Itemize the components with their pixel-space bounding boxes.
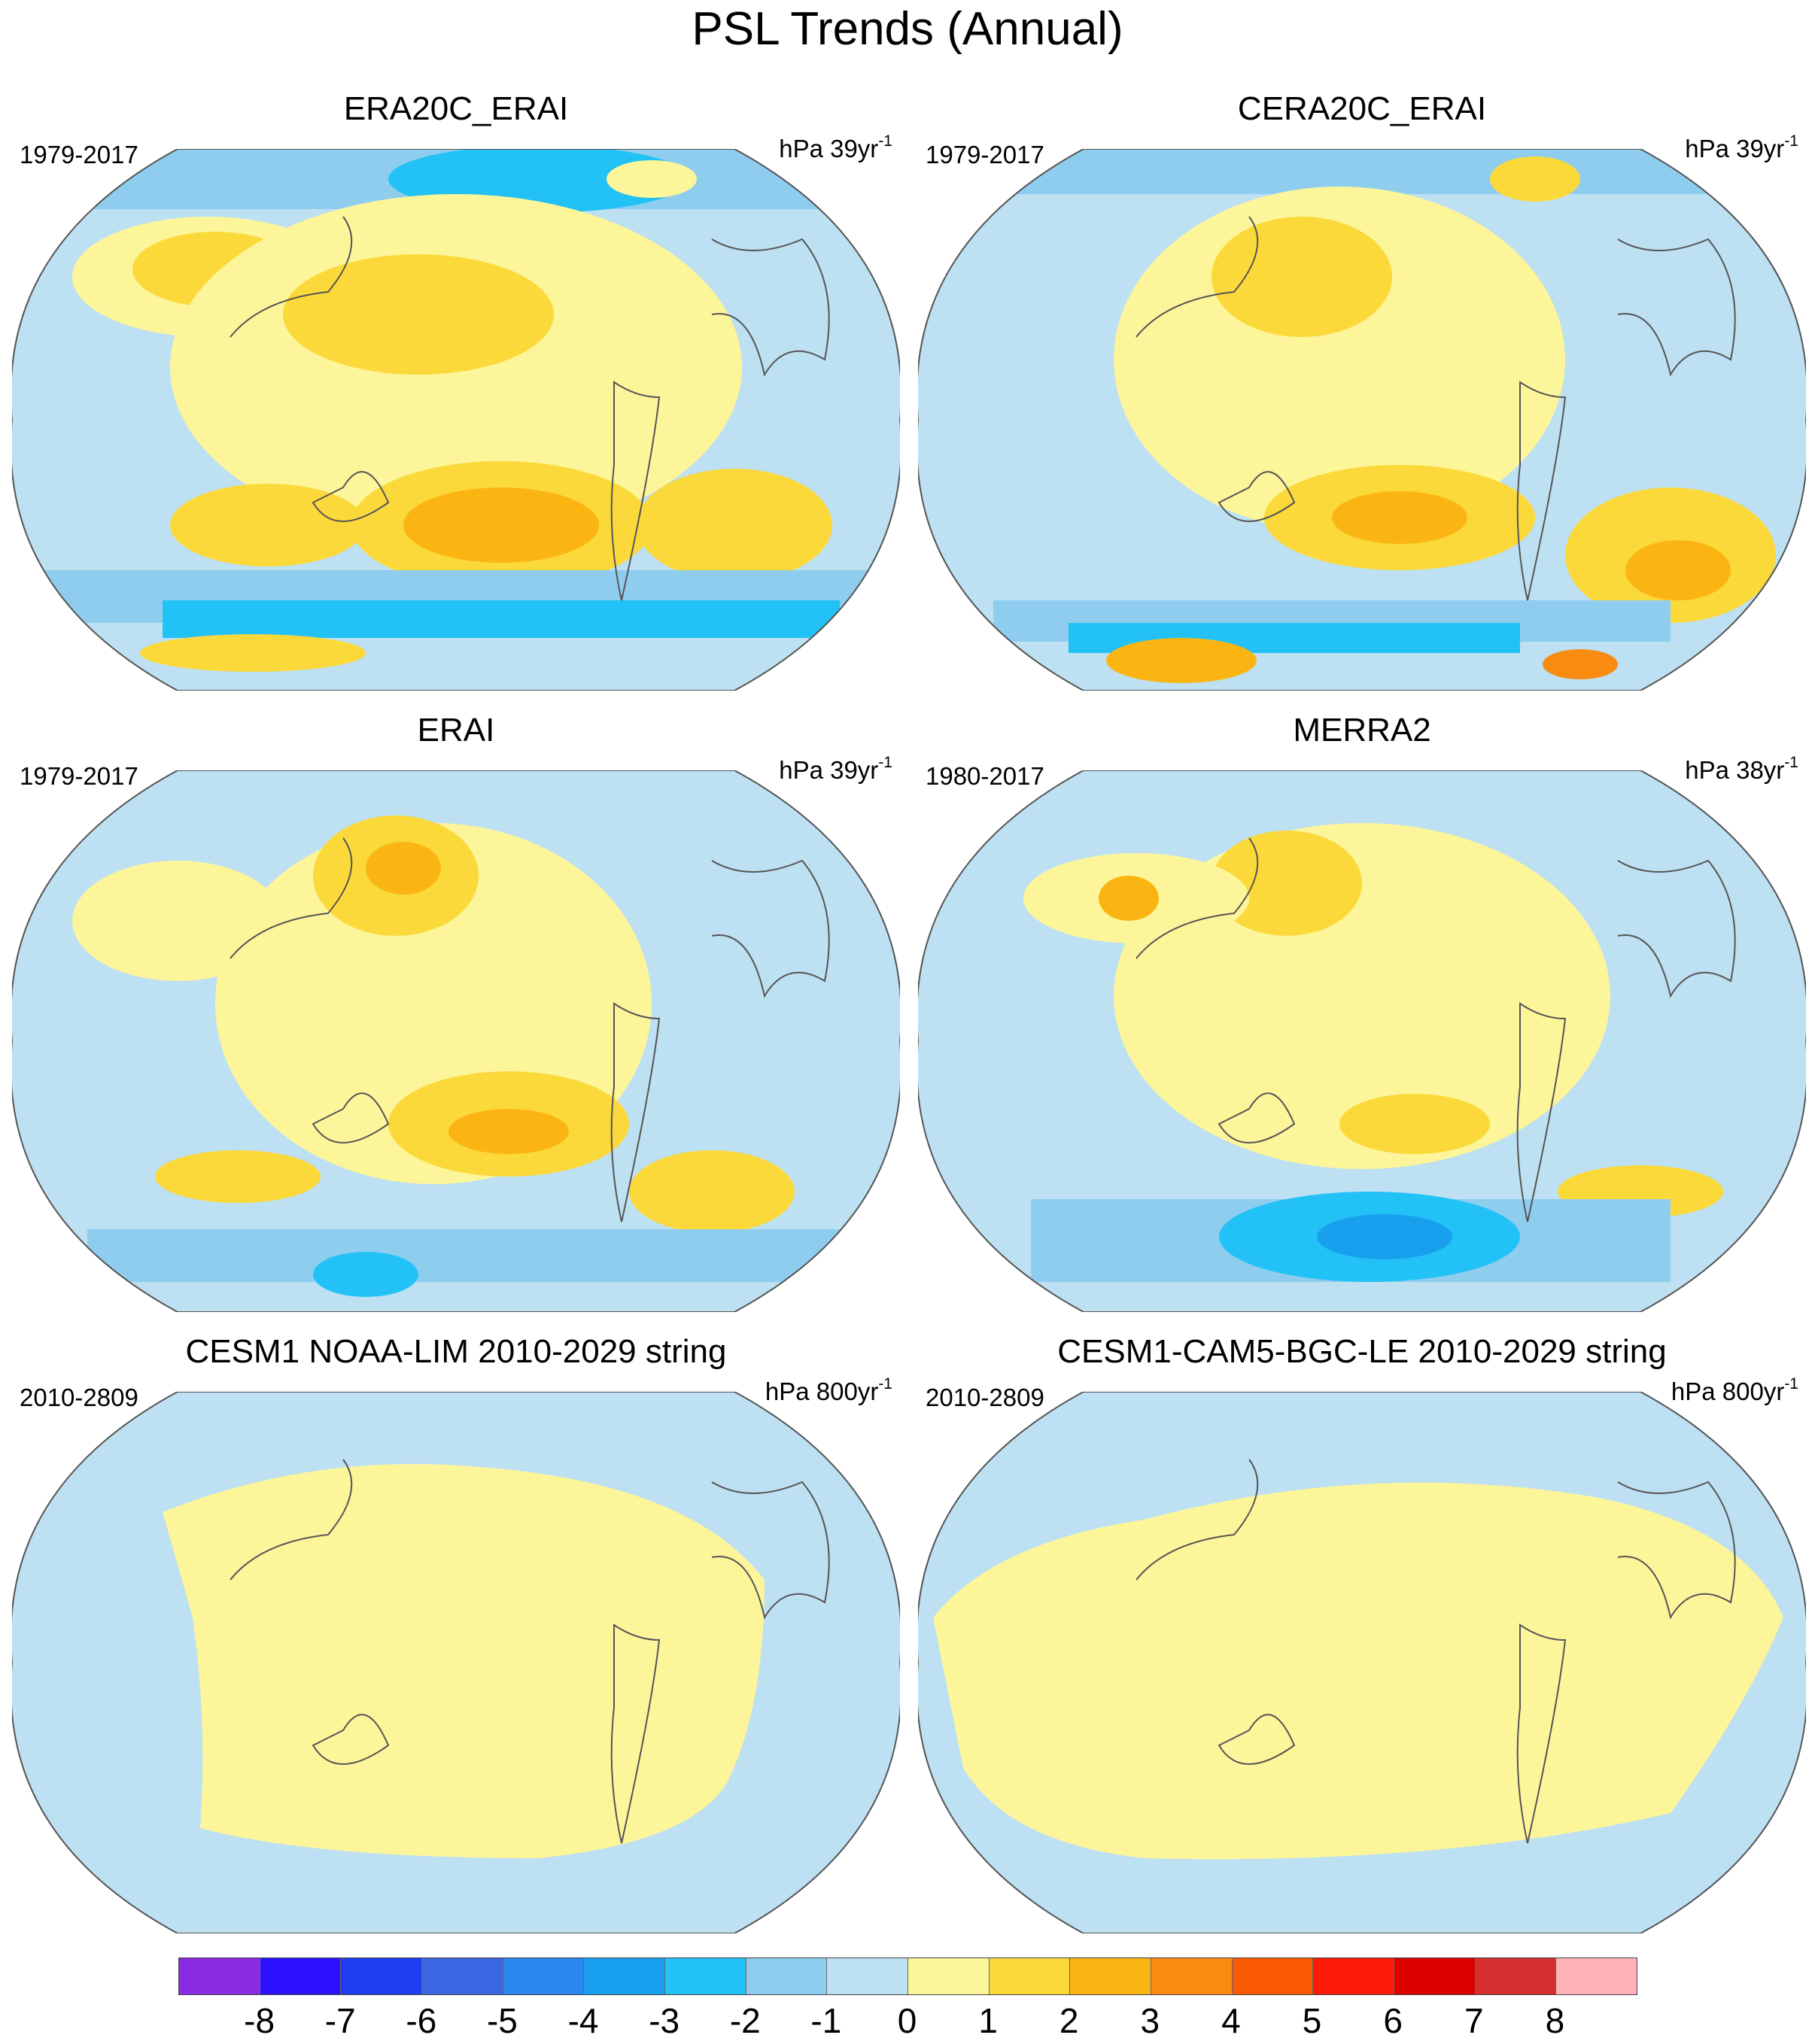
period-label: 1979-2017 — [926, 141, 1044, 169]
colorbar-tick-label: 8 — [1545, 2001, 1565, 2040]
units-label: hPa 800yr-1 — [765, 1375, 892, 1405]
colorbar-box — [665, 1958, 746, 1994]
colorbar-box — [1556, 1958, 1637, 1994]
panel-title: MERRA2 — [1293, 712, 1431, 749]
colorbar-box — [746, 1958, 828, 1994]
panel-title: ERAI — [417, 712, 495, 749]
colorbar-box — [1313, 1958, 1395, 1994]
colorbar-tick-label: 4 — [1221, 2001, 1241, 2040]
colorbar-tick-label: -7 — [324, 2001, 356, 2040]
colorbar-tick-label: -8 — [244, 2001, 275, 2040]
units-label: hPa 38yr-1 — [1685, 754, 1798, 784]
panel-title: CESM1-CAM5-BGC-LE 2010-2029 string — [1057, 1333, 1667, 1370]
panel-title: CESM1 NOAA-LIM 2010-2029 string — [185, 1333, 727, 1370]
colorbar-box — [989, 1958, 1071, 1994]
colorbar-tick-label: 6 — [1383, 2001, 1403, 2040]
colorbar-box — [422, 1958, 503, 1994]
trend-map — [918, 1392, 1806, 1933]
trend-map — [12, 770, 900, 1312]
units-label: hPa 39yr-1 — [779, 754, 892, 784]
colorbar-box — [827, 1958, 909, 1994]
period-label: 2010-2809 — [926, 1383, 1044, 1411]
map-panel-erai: ERAI 1979-2017 hPa 39yr-1 — [12, 710, 900, 1320]
colorbar-tick-label: 7 — [1464, 2001, 1484, 2040]
period-label: 1979-2017 — [20, 141, 138, 169]
trend-map — [918, 770, 1806, 1312]
colorbar — [178, 1957, 1637, 1995]
colorbar-tick-label: -2 — [729, 2001, 761, 2040]
colorbar-tick-label: 2 — [1059, 2001, 1079, 2040]
colorbar-box — [179, 1958, 260, 1994]
colorbar-tick-label: 0 — [897, 2001, 917, 2040]
colorbar-box — [1232, 1958, 1314, 1994]
colorbar-tick-label: -4 — [567, 2001, 599, 2040]
colorbar-box — [503, 1958, 585, 1994]
units-label: hPa 39yr-1 — [779, 132, 892, 162]
colorbar-tick-label: -1 — [810, 2001, 842, 2040]
colorbar-labels: -8 -7 -6 -5 -4 -3 -2 -1 0 1 2 3 4 5 6 7 8 — [178, 2000, 1636, 2042]
colorbar-box — [1070, 1958, 1152, 1994]
colorbar-tick-label: 5 — [1302, 2001, 1322, 2040]
colorbar-box — [1394, 1958, 1476, 1994]
colorbar-tick-label: 1 — [978, 2001, 998, 2040]
colorbar-box — [584, 1958, 666, 1994]
map-panel-merra2: MERRA2 1980-2017 hPa 38yr-1 — [918, 710, 1806, 1320]
map-panel-cesm1-noaa-lim: CESM1 NOAA-LIM 2010-2029 string 2010-280… — [12, 1332, 900, 1941]
map-panel-era20c-erai: ERA20C_ERAI 1979-2017 hPa 39yr-1 — [12, 89, 900, 698]
colorbar-box — [341, 1958, 423, 1994]
period-label: 1979-2017 — [20, 762, 138, 790]
colorbar-tick-label: -3 — [649, 2001, 680, 2040]
colorbar-tick-label: -5 — [486, 2001, 518, 2040]
units-label: hPa 800yr-1 — [1671, 1375, 1798, 1405]
colorbar-box — [908, 1958, 990, 1994]
map-panel-cesm1-cam5-bgc-le: CESM1-CAM5-BGC-LE 2010-2029 string 2010-… — [918, 1332, 1806, 1941]
panel-title: ERA20C_ERAI — [343, 90, 569, 127]
colorbar-box — [260, 1958, 342, 1994]
period-label: 2010-2809 — [20, 1383, 138, 1411]
figure-title: PSL Trends (Annual) — [692, 3, 1123, 55]
colorbar-box — [1475, 1958, 1557, 1994]
trend-map — [12, 1392, 900, 1933]
colorbar-tick-label: -6 — [406, 2001, 437, 2040]
units-label: hPa 39yr-1 — [1685, 132, 1798, 162]
trend-map — [918, 149, 1806, 691]
map-panel-cera20c-erai: CERA20C_ERAI 1979-2017 hPa 39yr-1 — [918, 89, 1806, 698]
colorbar-box — [1151, 1958, 1233, 1994]
trend-map — [12, 149, 900, 691]
colorbar-tick-label: 3 — [1140, 2001, 1160, 2040]
panel-title: CERA20C_ERAI — [1237, 90, 1487, 127]
period-label: 1980-2017 — [926, 762, 1044, 790]
